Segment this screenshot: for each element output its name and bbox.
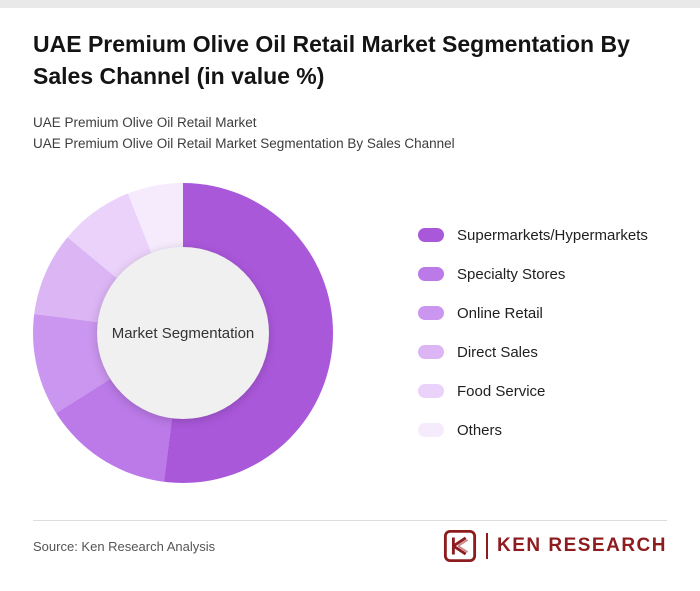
footer-divider — [33, 520, 667, 521]
legend-item: Direct Sales — [418, 343, 648, 361]
legend-swatch — [418, 384, 444, 398]
chart-subtitle-segmentation: UAE Premium Olive Oil Retail Market Segm… — [33, 136, 455, 151]
legend-label: Others — [457, 421, 503, 439]
legend-label: Supermarkets/Hypermarkets — [457, 226, 648, 244]
legend-swatch — [418, 306, 444, 320]
chart-title: UAE Premium Olive Oil Retail Market Segm… — [33, 31, 630, 90]
legend-swatch — [418, 267, 444, 281]
legend-item: Others — [418, 421, 648, 439]
chart-legend: Supermarkets/Hypermarkets Specialty Store… — [418, 226, 648, 439]
brand-divider — [485, 533, 488, 559]
brand-logo: KEN RESEARCH — [443, 527, 667, 565]
ken-research-logo-icon — [443, 529, 477, 563]
legend-swatch — [418, 345, 444, 359]
legend-label: Food Service — [457, 382, 546, 400]
brand-name: KEN RESEARCH — [496, 535, 667, 556]
legend-label: Direct Sales — [457, 343, 538, 361]
top-strip — [0, 0, 700, 8]
legend-item: Food Service — [418, 382, 648, 400]
legend-label: Specialty Stores — [457, 265, 566, 283]
source-text: Source: Ken Research Analysis — [33, 539, 216, 554]
legend-swatch — [418, 228, 444, 242]
chart-subtitle-market: UAE Premium Olive Oil Retail Market — [33, 115, 257, 130]
donut-center-label: Market Segmentation — [97, 247, 269, 419]
legend-item: Supermarkets/Hypermarkets — [418, 226, 648, 244]
legend-label: Online Retail — [457, 304, 543, 322]
legend-swatch — [418, 423, 444, 437]
donut-chart: Market Segmentation — [33, 183, 333, 483]
legend-item: Specialty Stores — [418, 265, 648, 283]
legend-item: Online Retail — [418, 304, 648, 322]
